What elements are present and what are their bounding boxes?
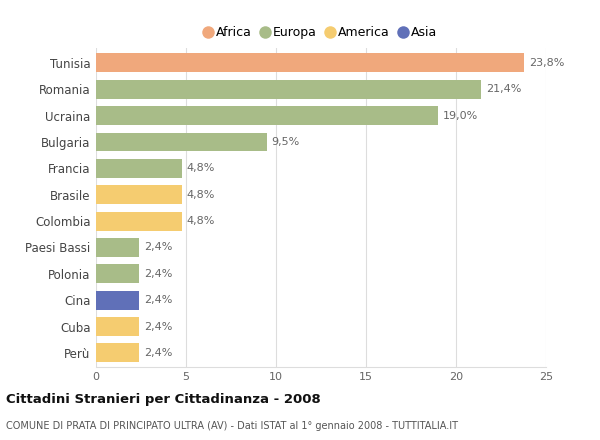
Bar	[96, 159, 182, 178]
Text: 9,5%: 9,5%	[271, 137, 300, 147]
Text: 21,4%: 21,4%	[486, 84, 521, 94]
Text: 2,4%: 2,4%	[144, 269, 172, 279]
Bar	[96, 238, 139, 257]
Text: 2,4%: 2,4%	[144, 322, 172, 331]
Bar	[96, 343, 139, 363]
Text: 2,4%: 2,4%	[144, 348, 172, 358]
Text: 2,4%: 2,4%	[144, 242, 172, 253]
Bar	[96, 212, 182, 231]
Text: Cittadini Stranieri per Cittadinanza - 2008: Cittadini Stranieri per Cittadinanza - 2…	[6, 392, 321, 406]
Bar	[96, 53, 524, 73]
Text: 23,8%: 23,8%	[529, 58, 564, 68]
Text: 19,0%: 19,0%	[443, 110, 478, 121]
Bar	[96, 317, 139, 336]
Text: COMUNE DI PRATA DI PRINCIPATO ULTRA (AV) - Dati ISTAT al 1° gennaio 2008 - TUTTI: COMUNE DI PRATA DI PRINCIPATO ULTRA (AV)…	[6, 421, 458, 431]
Bar	[96, 185, 182, 204]
Bar	[96, 106, 438, 125]
Text: 2,4%: 2,4%	[144, 295, 172, 305]
Bar	[96, 264, 139, 283]
Text: 4,8%: 4,8%	[187, 216, 215, 226]
Bar	[96, 80, 481, 99]
Text: 4,8%: 4,8%	[187, 163, 215, 173]
Bar	[96, 291, 139, 310]
Legend: Africa, Europa, America, Asia: Africa, Europa, America, Asia	[201, 23, 441, 43]
Bar	[96, 132, 267, 151]
Text: 4,8%: 4,8%	[187, 190, 215, 200]
